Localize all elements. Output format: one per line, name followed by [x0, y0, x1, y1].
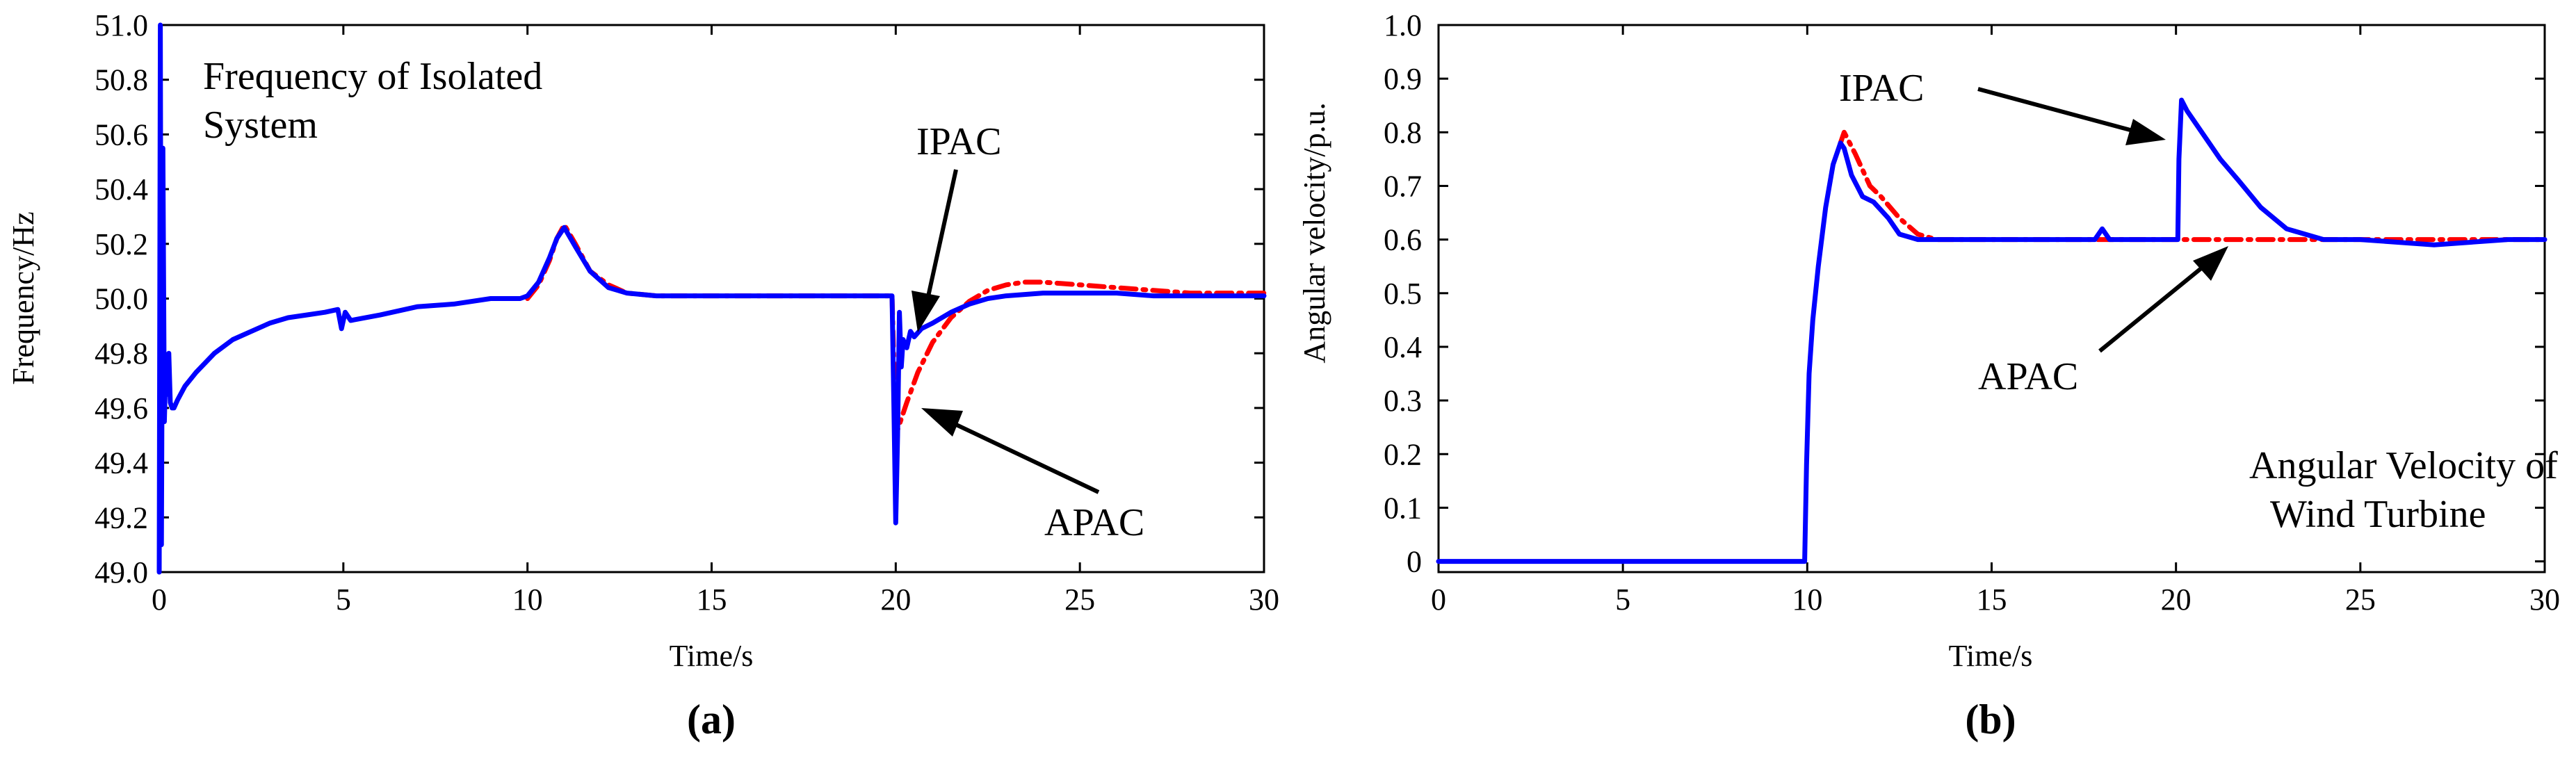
- y-tick-label: 49.4: [95, 446, 148, 480]
- x-tick-label: 5: [336, 583, 351, 617]
- panel-a-apac-label: APAC: [1044, 501, 1144, 544]
- panel-a-title-line2: System: [203, 104, 318, 147]
- y-tick-label: 0.5: [1384, 277, 1422, 311]
- y-tick-label: 0.3: [1384, 384, 1422, 418]
- panel-a-x-axis-title: Time/s: [670, 639, 754, 673]
- y-tick-label: 50.6: [95, 117, 148, 152]
- panel-a-x-ticks: 0 5 10 15 20 25 30: [152, 25, 1279, 617]
- panel-b-ipac-arrow: [1977, 87, 2166, 145]
- y-tick-label: 0.6: [1384, 223, 1422, 257]
- x-tick-label: 10: [512, 583, 543, 617]
- panel-b-angular-velocity: 0 5 10 15 20 25 30 0 0.1 0.2 0.3 0.4 0.5 0.6 0.7 0.8 0.…: [1297, 8, 2560, 742]
- panel-a-frequency: 0 5 10 15 20 25 30 49.0 49.2 49.4 49.6 49.8 50.0 50.…: [6, 8, 1279, 742]
- y-tick-label: 49.8: [95, 336, 148, 371]
- panel-a-y-axis-title: Frequency/Hz: [6, 211, 40, 384]
- x-tick-label: 0: [1431, 583, 1446, 617]
- x-tick-label: 30: [1249, 583, 1279, 617]
- x-tick-label: 20: [880, 583, 911, 617]
- panel-b-y-axis-title: Angular velocity/p.u.: [1297, 102, 1331, 363]
- series-line-ipac: [1436, 97, 2547, 564]
- x-tick-label: 5: [1615, 583, 1630, 617]
- y-tick-label: 1.0: [1384, 8, 1422, 42]
- y-tick-label: 49.6: [95, 391, 148, 425]
- x-tick-label: 25: [1064, 583, 1095, 617]
- panel-b-title-line1: Angular Velocity of: [2249, 444, 2558, 487]
- panel-a-apac-arrow: [921, 408, 1100, 494]
- series-line-ipac: [156, 22, 1267, 575]
- y-tick-label: 0.7: [1384, 169, 1422, 203]
- x-tick-label: 10: [1792, 583, 1822, 617]
- panel-a-label: (a): [687, 697, 736, 742]
- y-tick-label: 49.2: [95, 500, 148, 535]
- x-tick-label: 15: [1977, 583, 2007, 617]
- panel-b-y-ticks: 0 0.1 0.2 0.3 0.4 0.5 0.6 0.7 0.8 0.9 1.0: [1384, 8, 2545, 579]
- series-line-apac: [1838, 129, 2547, 243]
- panel-a-ipac-arrow: [912, 169, 958, 332]
- panel-b-apac-label: APAC: [1978, 355, 2078, 398]
- y-tick-label: 0.4: [1384, 330, 1422, 364]
- panel-b-plot-frame: [1437, 24, 2546, 573]
- y-tick-label: 0.2: [1384, 437, 1422, 471]
- y-tick-label: 50.2: [95, 227, 148, 261]
- panel-a-ipac-label: IPAC: [916, 120, 1001, 163]
- y-tick-label: 51.0: [95, 8, 148, 42]
- panel-b-title-line2: Wind Turbine: [2270, 493, 2486, 536]
- x-tick-label: 25: [2345, 583, 2376, 617]
- panel-b-ipac-label: IPAC: [1839, 67, 1924, 110]
- y-tick-label: 0.1: [1384, 491, 1422, 525]
- x-tick-label: 15: [697, 583, 727, 617]
- panel-b-series: [1436, 97, 2547, 564]
- panel-b-apac-arrow: [2098, 246, 2228, 353]
- panel-a-title-line1: Frequency of Isolated: [203, 55, 542, 98]
- panel-a-y-ticks: 49.0 49.2 49.4 49.6 49.8 50.0 50.2 50.4 50.6 50.8…: [95, 8, 1264, 589]
- x-tick-label: 0: [152, 583, 167, 617]
- y-tick-label: 50.4: [95, 172, 148, 206]
- y-tick-label: 0.8: [1384, 115, 1422, 149]
- panel-b-x-ticks: 0 5 10 15 20 25 30: [1431, 25, 2560, 617]
- y-tick-label: 0: [1407, 545, 1422, 579]
- y-tick-label: 0.9: [1384, 62, 1422, 96]
- y-tick-label: 49.0: [95, 555, 148, 589]
- panel-b-x-axis-title: Time/s: [1949, 639, 2033, 673]
- panel-a-series: [156, 22, 1267, 575]
- panel-b-label: (b): [1965, 697, 2016, 742]
- y-tick-label: 50.8: [95, 63, 148, 97]
- y-tick-label: 50.0: [95, 282, 148, 316]
- x-tick-label: 30: [2529, 583, 2560, 617]
- x-tick-label: 20: [2161, 583, 2192, 617]
